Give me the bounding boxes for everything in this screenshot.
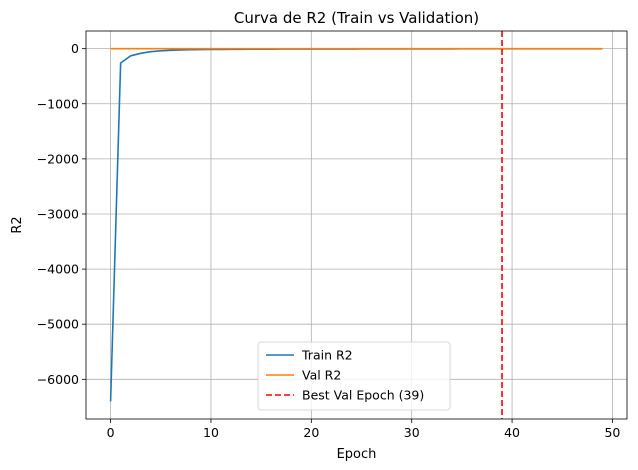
x-tick-label: 30 (404, 425, 420, 440)
axes: 0 10 20 30 40 50 −6000 −5000 −4000 −3000 −2000 −100… (37, 30, 628, 440)
x-tick-label: 10 (203, 425, 219, 440)
x-axis-title: Epoch (337, 447, 377, 462)
x-tick-label: 40 (504, 425, 520, 440)
legend-label: Train R2 (301, 348, 353, 363)
axes-frame (85, 30, 628, 420)
x-tick-label: 0 (107, 425, 115, 440)
y-tick-label: −1000 (37, 96, 79, 111)
legend-label: Val R2 (302, 368, 341, 383)
grid-lines (86, 31, 627, 419)
y-tick-label: −4000 (37, 262, 79, 277)
y-axis-title: R2 (10, 216, 25, 233)
y-tick-label: −5000 (37, 317, 79, 332)
x-tick-label: 50 (604, 425, 620, 440)
plot-area (109, 31, 603, 419)
legend-box (257, 341, 451, 411)
y-tick-label: 0 (71, 41, 79, 56)
y-tick-label: −6000 (37, 372, 79, 387)
chart-title: Curva de R2 (Train vs Validation) (234, 9, 479, 27)
y-tick-label: −2000 (37, 151, 79, 166)
legend: Train R2 Val R2 Best Val Epoch (39) (257, 341, 451, 411)
x-tick-label: 20 (303, 425, 319, 440)
legend-label: Best Val Epoch (39) (302, 388, 424, 403)
y-tick-label: −3000 (37, 206, 79, 221)
